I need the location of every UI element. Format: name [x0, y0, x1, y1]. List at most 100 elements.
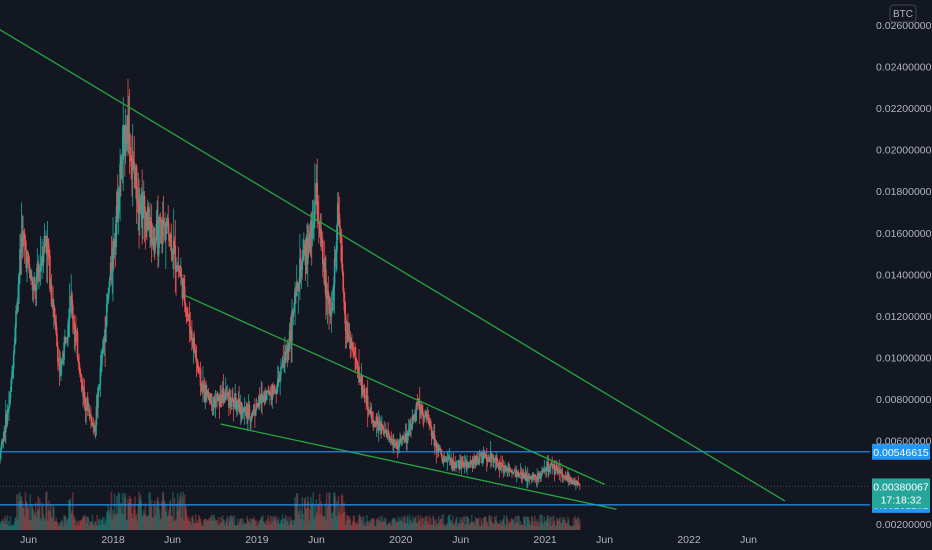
candle-body	[186, 311, 188, 315]
candle	[386, 429, 389, 441]
candle-body	[210, 393, 213, 405]
candle-body	[71, 305, 74, 319]
volume-bar	[476, 518, 479, 530]
candle	[10, 377, 13, 392]
price-axis[interactable]: 0.00200000 0.00600000 0.00800000 0.01000000…	[876, 20, 932, 531]
volume-bar	[283, 517, 285, 530]
volume-bar	[114, 513, 117, 530]
candle	[224, 377, 227, 401]
candle-body	[284, 351, 286, 360]
volume-bar	[306, 507, 308, 530]
candle-body	[502, 466, 505, 472]
volume-bar	[129, 498, 132, 530]
candle-body	[313, 222, 315, 225]
candle	[101, 350, 103, 373]
candle	[177, 246, 180, 279]
volume-bar	[273, 517, 275, 530]
trendline-3[interactable]	[220, 423, 617, 510]
volume-bar	[206, 521, 208, 530]
candle-body	[240, 401, 243, 418]
volume-bar	[133, 510, 136, 530]
candle-body	[64, 336, 67, 338]
candle	[561, 467, 564, 483]
volume-bar	[248, 522, 251, 530]
volume-bar	[395, 523, 397, 530]
volume-bar	[373, 525, 376, 530]
candle-body	[26, 254, 28, 269]
volume-bar	[549, 516, 552, 530]
candle-body	[195, 358, 198, 361]
volume-bar	[173, 497, 176, 530]
volume-bar	[344, 511, 346, 530]
volume-bar	[101, 519, 103, 530]
candle	[415, 401, 418, 422]
volume-bar	[217, 524, 219, 530]
volume-bar	[572, 517, 575, 530]
candle-body	[548, 466, 550, 473]
candle-body	[138, 198, 140, 213]
candle-body	[545, 466, 548, 472]
volume-bar	[567, 519, 570, 530]
volume-bar	[109, 514, 111, 530]
volume-bar	[168, 501, 171, 530]
trendline-1[interactable]	[0, 15, 786, 502]
volume-bar	[457, 522, 460, 530]
volume-bar	[548, 523, 550, 530]
candle-body	[132, 159, 135, 163]
volume-bar	[317, 503, 319, 530]
candle-body	[180, 274, 183, 279]
volume-bar	[224, 522, 227, 530]
volume-bar	[444, 526, 447, 530]
candle-body	[115, 216, 117, 247]
candle-body	[12, 353, 15, 369]
volume-bar	[532, 521, 535, 530]
trendline-2[interactable]	[184, 294, 605, 485]
volume-bar	[154, 515, 157, 530]
volume-bar	[151, 517, 154, 530]
volume-bar	[198, 514, 200, 530]
candle-body	[197, 364, 199, 369]
time-axis[interactable]: Jun 2018 Jun 2019 Jun 2020 Jun 2021 Jun 2022 Jun	[20, 534, 757, 546]
trendlines[interactable]	[0, 15, 786, 510]
candle	[469, 455, 471, 468]
candle-body	[23, 232, 25, 234]
candle-body	[487, 458, 490, 462]
volume-bar	[556, 519, 559, 530]
volume-bar	[426, 516, 428, 530]
volume-bar	[487, 526, 490, 530]
x-tick-label: Jun	[596, 534, 613, 546]
candle	[22, 216, 24, 258]
candle-body	[109, 277, 111, 287]
volume-bar	[552, 515, 555, 530]
candle-body	[198, 368, 200, 369]
volume-bar	[203, 518, 206, 530]
volume-bar	[171, 516, 173, 530]
volume-bar	[520, 524, 523, 530]
y-tick-label: 0.02600000	[876, 20, 932, 32]
volume-bar	[16, 520, 19, 530]
volume-bar	[42, 514, 45, 530]
volume-bar	[122, 514, 125, 530]
candle	[78, 353, 80, 372]
candle-body	[351, 346, 354, 352]
candle-body	[437, 445, 439, 451]
candle	[59, 351, 61, 377]
volume-bar	[514, 516, 516, 530]
volume-bar	[304, 497, 307, 530]
candle	[58, 349, 61, 387]
candle	[131, 123, 134, 207]
currency-badge[interactable]: BTC	[889, 4, 917, 23]
candle-body	[371, 416, 374, 420]
volume-bar	[466, 516, 468, 530]
volume-bar	[518, 516, 520, 530]
candle-body	[57, 346, 59, 362]
candle	[346, 320, 348, 344]
volume-bar	[194, 514, 197, 530]
candle-body	[143, 195, 146, 212]
volume-bar	[268, 521, 270, 530]
volume-bar	[302, 513, 304, 530]
y-tick-label: 0.01600000	[876, 228, 932, 240]
y-tick-label: 0.02400000	[876, 62, 932, 74]
